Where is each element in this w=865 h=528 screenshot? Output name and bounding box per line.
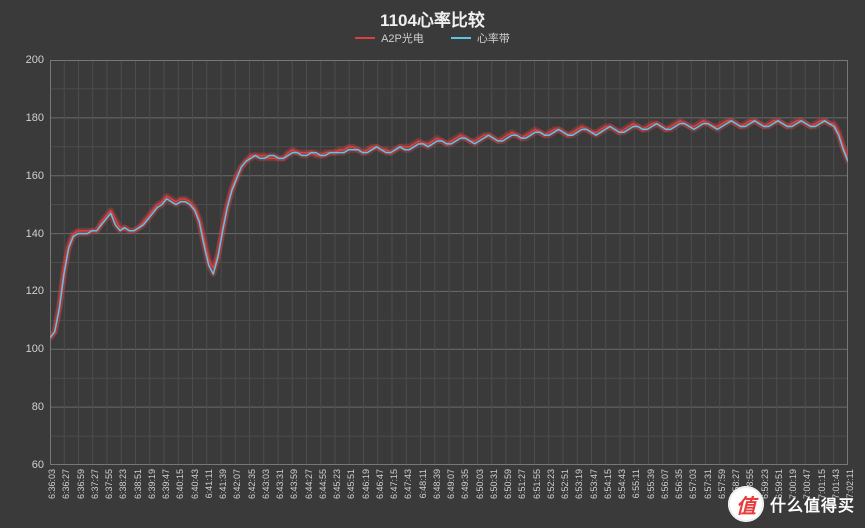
legend-label: 心率带 <box>477 30 510 46</box>
watermark-badge-icon: 值 <box>728 486 764 522</box>
chart-svg <box>50 60 848 465</box>
legend-swatch-hrbelt <box>451 37 471 39</box>
chart-legend: A2P光电 心率带 <box>0 30 865 46</box>
watermark-text: 什么值得买 <box>770 492 855 516</box>
legend-item: A2P光电 <box>355 30 424 46</box>
legend-item: 心率带 <box>451 30 510 46</box>
chart-title: 1104心率比较 <box>0 6 865 31</box>
legend-label: A2P光电 <box>381 30 424 46</box>
plot-area: 6080100120140160180200 6:36:036:36:276:3… <box>50 60 848 465</box>
legend-swatch-a2p <box>355 37 375 39</box>
watermark: 值 什么值得买 <box>728 486 855 522</box>
